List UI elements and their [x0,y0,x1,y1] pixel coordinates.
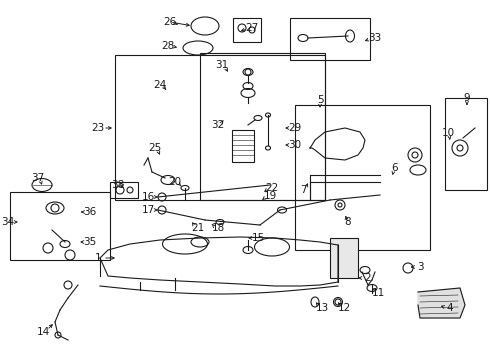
Bar [110,182,138,198]
Text: 15: 15 [251,233,265,243]
Text: 34: 34 [1,217,15,227]
Text: 13: 13 [316,303,329,313]
Text: 30: 30 [289,140,301,150]
Text: 27: 27 [245,23,259,33]
Bar [200,53,325,200]
Text: 29: 29 [289,123,302,133]
Bar [10,192,110,260]
Text: 36: 36 [83,207,97,217]
Text: 28: 28 [161,41,174,51]
Text: 24: 24 [153,80,167,90]
Text: 22: 22 [266,183,279,193]
Text: 14: 14 [36,327,49,337]
Text: 9: 9 [464,93,470,103]
Polygon shape [418,288,465,318]
Text: 3: 3 [416,262,423,272]
Text: 21: 21 [192,223,205,233]
Text: 5: 5 [317,95,323,105]
Text: 2: 2 [365,273,371,283]
Bar [330,238,358,278]
Text: 16: 16 [142,192,155,202]
Text: 1: 1 [95,253,101,263]
Text: 26: 26 [163,17,176,27]
Text: 25: 25 [148,143,162,153]
Text: 37: 37 [31,173,45,183]
Bar [445,98,487,190]
Text: 7: 7 [300,185,306,195]
Bar [232,130,254,162]
Text: 19: 19 [264,191,277,201]
Text: 12: 12 [338,303,351,313]
Text: 31: 31 [216,60,229,70]
Text: 11: 11 [371,288,385,298]
Text: 20: 20 [169,177,182,187]
Text: 18: 18 [211,223,224,233]
Text: 6: 6 [392,163,398,173]
Text: 38: 38 [111,180,124,190]
Text: 32: 32 [211,120,224,130]
Text: 35: 35 [83,237,97,247]
Bar [290,18,370,60]
Text: 33: 33 [368,33,382,43]
Text: 17: 17 [142,205,155,215]
Text: 8: 8 [344,217,351,227]
Text: 23: 23 [91,123,105,133]
Circle shape [245,69,251,75]
Bar [233,18,261,42]
Text: 4: 4 [447,303,453,313]
Bar [115,55,325,200]
Text: 10: 10 [441,128,455,138]
Bar [295,105,430,250]
